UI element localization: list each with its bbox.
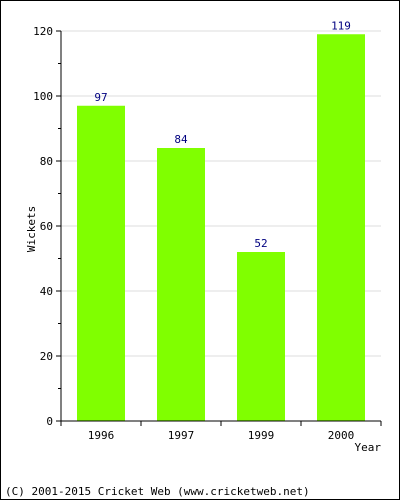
x-tick-label-2000: 2000 bbox=[328, 429, 355, 442]
x-tick-label-1999: 1999 bbox=[248, 429, 275, 442]
y-tick-label: 100 bbox=[33, 90, 53, 103]
y-tick-label: 20 bbox=[40, 350, 53, 363]
label-layer: 0 20 40 60 80 100 120 97 1996 84 1997 52 1999 119 2000 bbox=[33, 19, 354, 442]
y-tick-label: 120 bbox=[33, 25, 53, 38]
bar-1997 bbox=[157, 148, 205, 421]
y-tick-label: 40 bbox=[40, 285, 53, 298]
y-tick-label: 0 bbox=[46, 415, 53, 428]
data-label-1999: 52 bbox=[254, 237, 267, 250]
y-tick-label: 60 bbox=[40, 220, 53, 233]
y-axis-title: Wickets bbox=[25, 206, 38, 252]
copyright-footer: (C) 2001-2015 Cricket Web (www.cricketwe… bbox=[5, 485, 310, 498]
x-tick-label-1997: 1997 bbox=[168, 429, 195, 442]
x-axis-title: Year bbox=[355, 441, 382, 454]
bar-layer bbox=[77, 34, 365, 421]
data-label-1997: 84 bbox=[174, 133, 188, 146]
data-label-2000: 119 bbox=[331, 19, 351, 32]
axis-layer bbox=[56, 30, 382, 426]
data-label-1996: 97 bbox=[94, 91, 107, 104]
bar-1999 bbox=[237, 252, 285, 421]
bar-1996 bbox=[77, 105, 125, 421]
bar-2000 bbox=[317, 34, 365, 421]
x-tick-label-1996: 1996 bbox=[88, 429, 115, 442]
y-tick-label: 80 bbox=[40, 155, 53, 168]
